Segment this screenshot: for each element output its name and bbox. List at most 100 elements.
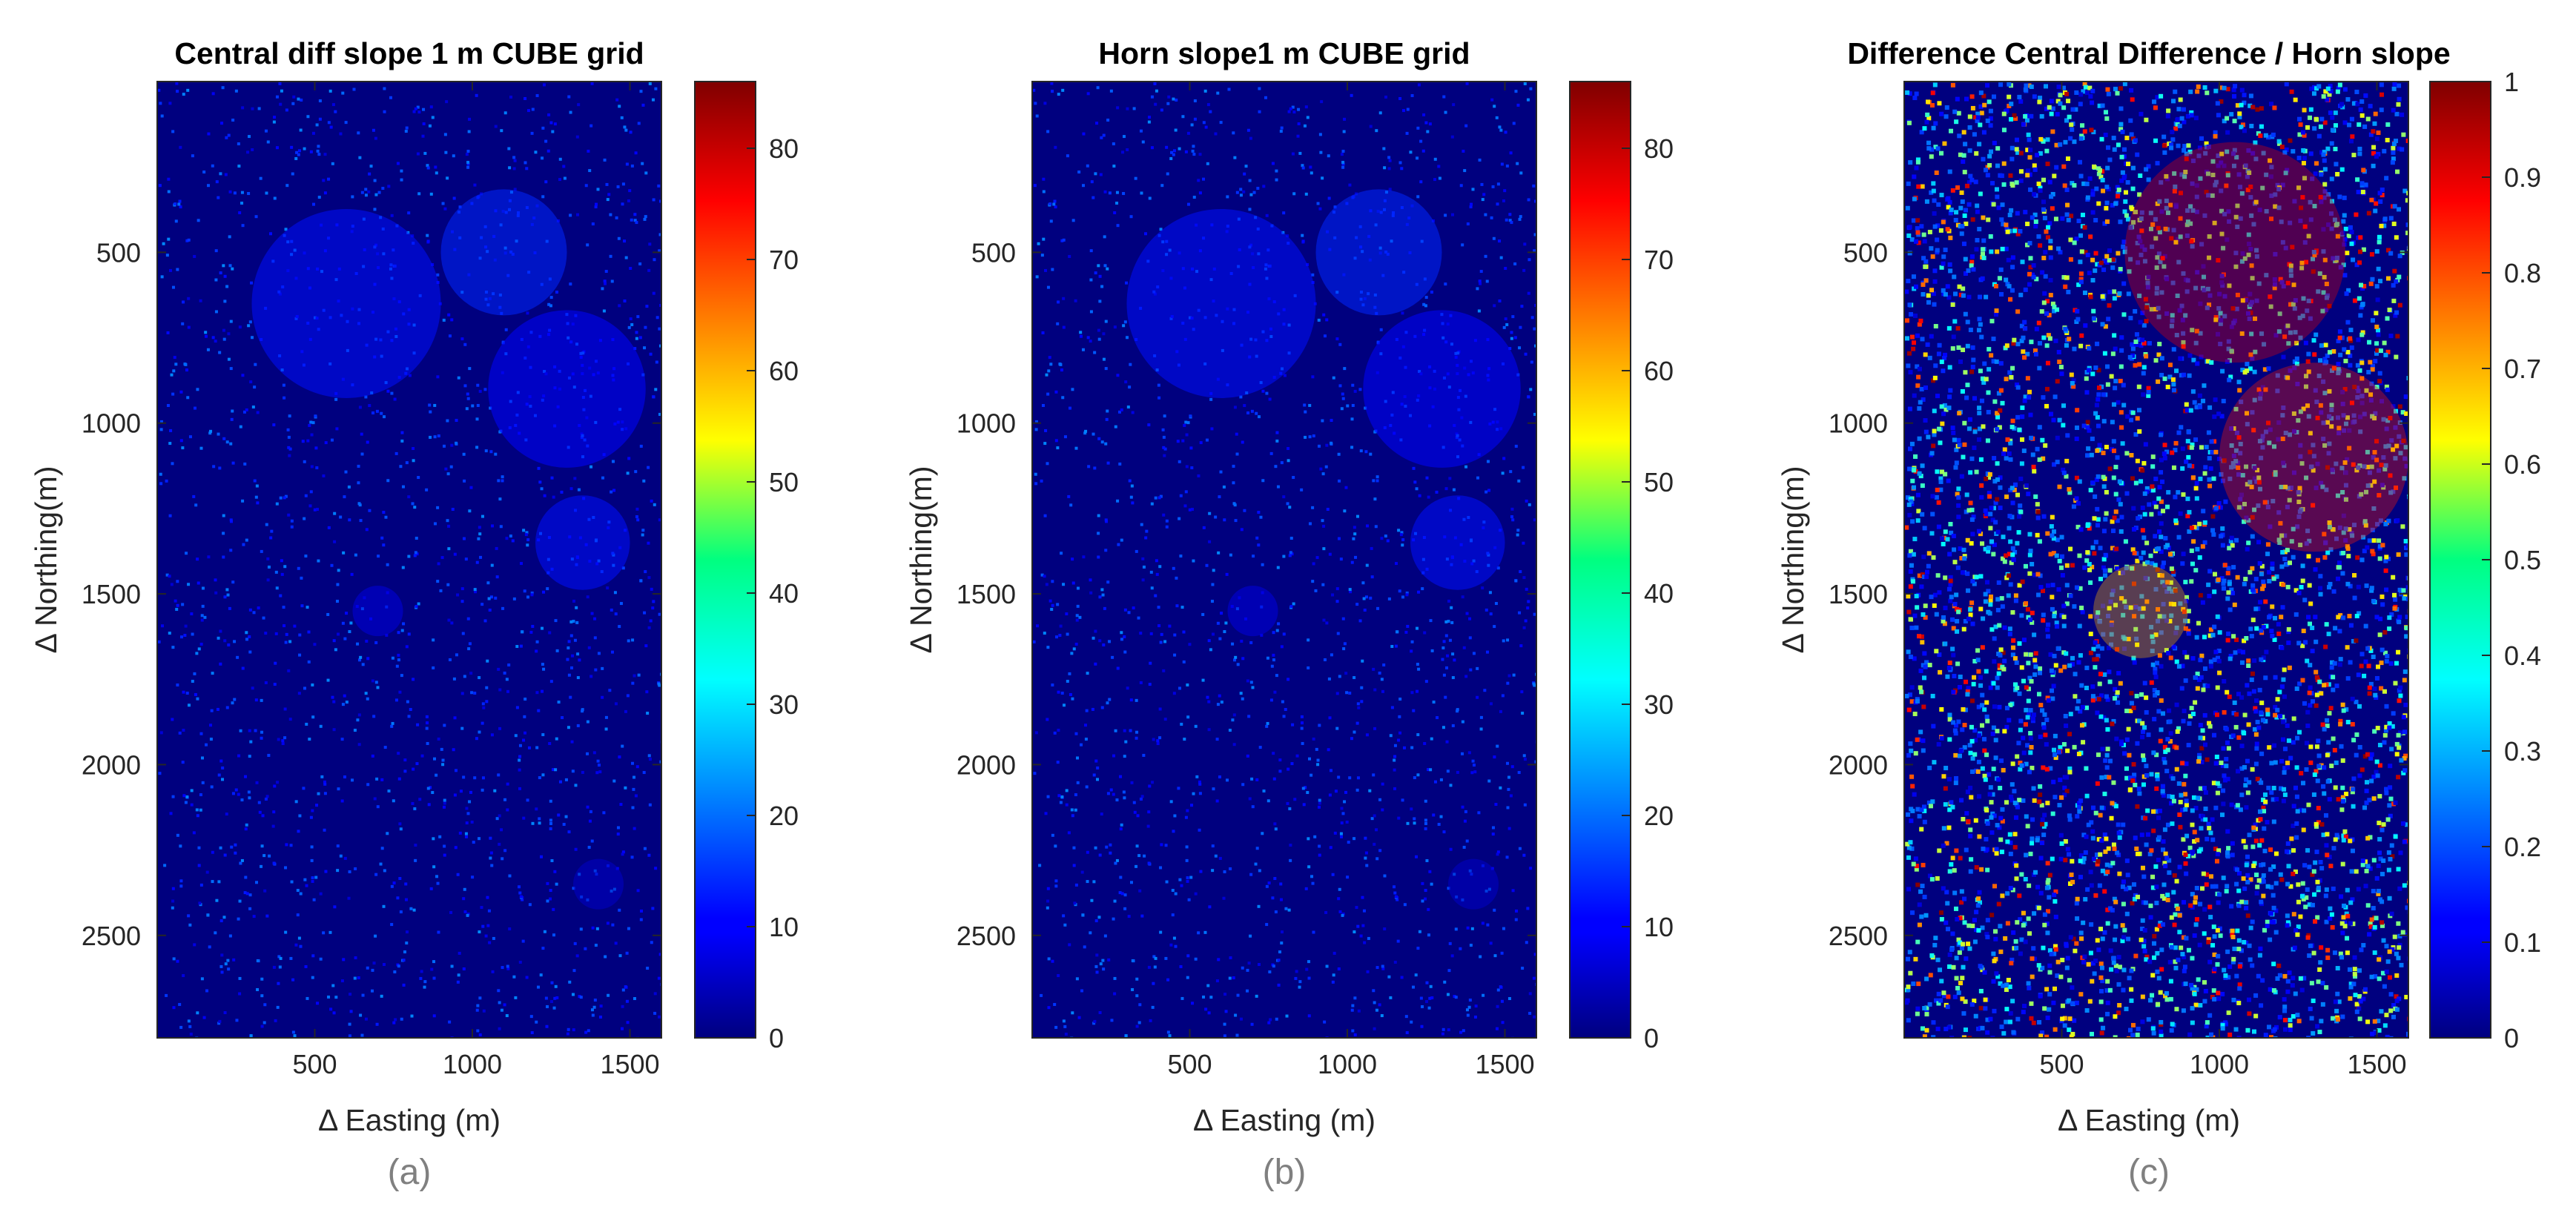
heatmap-cell: [1186, 879, 1189, 883]
heatmap-cell: [1250, 777, 1254, 781]
heatmap-cell: [478, 1033, 482, 1036]
heatmap-cell: [2167, 618, 2173, 623]
heatmap-cell: [1103, 264, 1107, 268]
heatmap-cell: [2062, 183, 2067, 188]
heatmap-cell: [1978, 191, 1983, 196]
heatmap-cell: [291, 102, 295, 105]
heatmap-cell: [2004, 227, 2009, 232]
heatmap-cell: [375, 777, 379, 781]
colorbar-tick-label: 50: [769, 467, 799, 497]
heatmap-cell: [528, 903, 532, 907]
heatmap-cell: [2010, 418, 2015, 423]
heatmap-cell: [1094, 919, 1098, 923]
heatmap-cell: [591, 222, 595, 226]
heatmap-cell: [1360, 700, 1364, 704]
heatmap-cell: [473, 692, 477, 695]
heatmap-cell: [2021, 349, 2026, 354]
heatmap-cell: [1233, 658, 1237, 662]
heatmap-cell: [1144, 232, 1148, 236]
heatmap-cell: [1106, 580, 1110, 584]
heatmap-cell: [186, 88, 190, 92]
heatmap-cell: [587, 646, 591, 649]
heatmap-cell: [2102, 259, 2107, 264]
heatmap-cell: [471, 404, 475, 408]
heatmap-cell: [257, 801, 261, 804]
heatmap-cell: [2181, 935, 2186, 940]
heatmap-cell: [2127, 885, 2132, 890]
heatmap-cell: [398, 877, 402, 881]
heatmap-cell: [2150, 874, 2156, 879]
heatmap-cell: [181, 761, 185, 764]
heatmap-cell: [1198, 782, 1202, 786]
heatmap-cell: [618, 625, 621, 629]
heatmap-cell: [1519, 215, 1522, 219]
heatmap-cell: [283, 624, 286, 628]
heatmap-cell: [1405, 1031, 1409, 1035]
heatmap-cell: [2339, 167, 2345, 172]
heatmap-cell: [1148, 784, 1152, 788]
heatmap-cell: [2156, 709, 2161, 714]
heatmap-cell: [1924, 1027, 1929, 1033]
heatmap-cell: [1424, 304, 1427, 308]
heatmap-cell: [374, 193, 378, 196]
heatmap-cell: [1308, 403, 1312, 407]
heatmap-cell: [503, 798, 507, 801]
heatmap-cell: [1089, 249, 1093, 253]
heatmap-cell: [2250, 618, 2256, 623]
heatmap-cell: [2107, 248, 2112, 254]
heatmap-cell: [535, 640, 539, 643]
heatmap-cell: [1048, 202, 1052, 206]
heatmap-cell: [2253, 706, 2258, 711]
heatmap-cell: [1533, 199, 1536, 203]
heatmap-cell: [323, 780, 326, 784]
heatmap-cell: [1125, 281, 1129, 285]
heatmap-cell: [468, 509, 472, 513]
heatmap-cell: [1116, 374, 1120, 377]
heatmap-cell: [613, 591, 617, 595]
heatmap-cell: [1523, 803, 1527, 807]
heatmap-cell: [1152, 982, 1155, 985]
colorbar-tick-label: 30: [769, 689, 799, 720]
heatmap-cell: [639, 444, 643, 448]
heatmap-cell: [312, 202, 316, 206]
panel-a-ylabel: Δ Northing(m): [29, 466, 63, 654]
heatmap-cell: [386, 563, 389, 566]
heatmap-cell: [450, 621, 454, 625]
heatmap-cell: [541, 733, 545, 737]
heatmap-cell: [456, 593, 460, 597]
heatmap-cell: [1340, 153, 1344, 156]
heatmap-cell: [659, 303, 661, 307]
heatmap-cell: [2342, 829, 2348, 834]
heatmap-cell: [631, 681, 635, 685]
heatmap-cell: [2300, 195, 2305, 200]
heatmap-cell: [1518, 346, 1522, 350]
heatmap-cell: [1530, 360, 1533, 364]
heatmap-cell: [1206, 162, 1209, 165]
heatmap-cell: [511, 539, 515, 543]
heatmap-cell: [2349, 116, 2354, 122]
heatmap-cell: [1311, 881, 1315, 885]
heatmap-cell: [2365, 835, 2371, 841]
heatmap-cell: [357, 976, 360, 980]
heatmap-cell: [460, 600, 464, 603]
heatmap-cell: [1474, 1004, 1478, 1008]
heatmap-cell: [2310, 872, 2315, 877]
heatmap-cell: [1086, 850, 1089, 854]
heatmap-cell: [262, 1021, 266, 1025]
heatmap-cell: [508, 927, 512, 931]
heatmap-cell: [434, 165, 437, 169]
heatmap-cell: [224, 962, 228, 966]
heatmap-cell: [347, 485, 351, 489]
heatmap-cell: [280, 89, 283, 93]
heatmap-cell: [647, 466, 650, 469]
heatmap-cell: [575, 620, 579, 624]
heatmap-cell: [402, 622, 406, 626]
heatmap-cell: [1071, 581, 1075, 585]
heatmap-cell: [1401, 798, 1404, 802]
heatmap-cell: [366, 657, 370, 661]
heatmap-cell: [1078, 615, 1082, 619]
heatmap-cell: [2237, 388, 2242, 393]
heatmap-cell: [1410, 93, 1414, 97]
heatmap-cell: [1086, 164, 1089, 168]
heatmap-cell: [1101, 959, 1105, 962]
